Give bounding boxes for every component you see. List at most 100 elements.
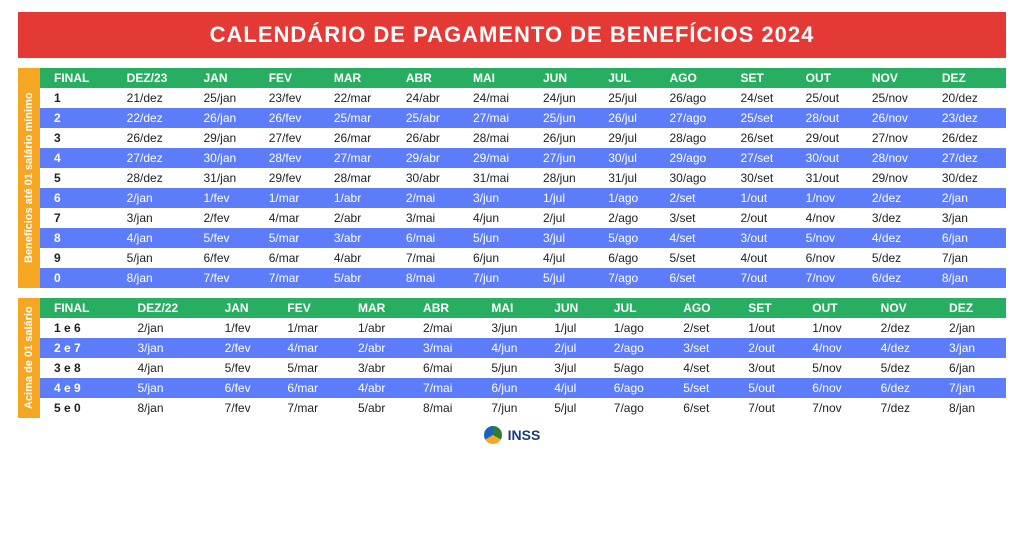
table2-cell: 6/nov <box>806 378 874 398</box>
table1-cell: 28/nov <box>866 148 936 168</box>
table1-cell: 4/nov <box>800 208 866 228</box>
table1-cell: 1 <box>40 88 121 108</box>
table2-cell: 1/out <box>742 318 806 338</box>
table2-col-9: AGO <box>677 298 742 318</box>
section-table2: Acima de 01 salário FINALDEZ/22JANFEVMAR… <box>18 298 1006 418</box>
table2-col-2: JAN <box>219 298 282 318</box>
table2-cell: 6/ago <box>608 378 677 398</box>
table1-cell: 1/ago <box>602 188 663 208</box>
table2-cell: 8/jan <box>943 398 1006 418</box>
table1-row: 121/dez25/jan23/fev22/mar24/abr24/mai24/… <box>40 88 1006 108</box>
table2-cell: 4/jul <box>548 378 608 398</box>
table2-cell: 6/dez <box>875 378 943 398</box>
table2-cell: 7/fev <box>219 398 282 418</box>
table1-cell: 5/nov <box>800 228 866 248</box>
table2-cell: 2 e 7 <box>40 338 131 358</box>
table1-cell: 3 <box>40 128 121 148</box>
table2-row: 5 e 08/jan7/fev7/mar5/abr8/mai7/jun5/jul… <box>40 398 1006 418</box>
table1-row: 08/jan7/fev7/mar5/abr8/mai7/jun5/jul7/ag… <box>40 268 1006 288</box>
table1-cell: 21/dez <box>121 88 198 108</box>
table1-cell: 8/jan <box>936 268 1006 288</box>
table1-col-1: DEZ/23 <box>121 68 198 88</box>
table2-col-4: MAR <box>352 298 417 318</box>
table2-cell: 2/dez <box>875 318 943 338</box>
footer: INSS <box>18 426 1006 444</box>
table2-cell: 5/dez <box>875 358 943 378</box>
table1-cell: 4/jun <box>467 208 537 228</box>
table2-cell: 1/nov <box>806 318 874 338</box>
table-1-header-row: FINALDEZ/23JANFEVMARABRMAIJUNJULAGOSETOU… <box>40 68 1006 88</box>
table1-cell: 3/dez <box>866 208 936 228</box>
table1-cell: 2/jul <box>537 208 602 228</box>
table1-cell: 8/jan <box>121 268 198 288</box>
table1-cell: 27/ago <box>663 108 734 128</box>
table2-cell: 6/mai <box>417 358 485 378</box>
table1-cell: 6/fev <box>198 248 263 268</box>
table1-cell: 3/jul <box>537 228 602 248</box>
table1-cell: 24/jun <box>537 88 602 108</box>
table1-cell: 6/set <box>663 268 734 288</box>
table2-cell: 3/jul <box>548 358 608 378</box>
table2-cell: 2/jul <box>548 338 608 358</box>
table1-cell: 2/out <box>734 208 799 228</box>
table1-cell: 24/mai <box>467 88 537 108</box>
table1-cell: 30/jan <box>198 148 263 168</box>
table1-col-2: JAN <box>198 68 263 88</box>
table2-cell: 2/jan <box>943 318 1006 338</box>
table1-cell: 5/jan <box>121 248 198 268</box>
table1-cell: 6/dez <box>866 268 936 288</box>
table2-cell: 6/jun <box>485 378 548 398</box>
table2-cell: 6/set <box>677 398 742 418</box>
table1-cell: 4/jan <box>121 228 198 248</box>
table1-col-3: FEV <box>263 68 328 88</box>
table2-cell: 5/jan <box>131 378 218 398</box>
footer-text: INSS <box>508 427 541 443</box>
table1-cell: 30/ago <box>663 168 734 188</box>
table1-cell: 27/mar <box>328 148 400 168</box>
table2-col-0: FINAL <box>40 298 131 318</box>
table1-cell: 23/dez <box>936 108 1006 128</box>
side-label-1: Benefícios até 01 salário mínimo <box>18 68 40 288</box>
table1-cell: 27/set <box>734 148 799 168</box>
table2-cell: 1/abr <box>352 318 417 338</box>
table1-cell: 5 <box>40 168 121 188</box>
table1-cell: 24/set <box>734 88 799 108</box>
table1-cell: 28/mar <box>328 168 400 188</box>
table1-col-12: NOV <box>866 68 936 88</box>
table1-col-11: OUT <box>800 68 866 88</box>
table1-cell: 31/mai <box>467 168 537 188</box>
table1-cell: 29/fev <box>263 168 328 188</box>
table-2-header-row: FINALDEZ/22JANFEVMARABRMAIJUNJULAGOSETOU… <box>40 298 1006 318</box>
table1-cell: 7/mai <box>400 248 467 268</box>
table1-cell: 26/ago <box>663 88 734 108</box>
table2-cell: 5/jun <box>485 358 548 378</box>
table2-col-13: DEZ <box>943 298 1006 318</box>
table1-cell: 26/dez <box>936 128 1006 148</box>
table1-cell: 26/abr <box>400 128 467 148</box>
table1-cell: 6/nov <box>800 248 866 268</box>
table1-cell: 29/jan <box>198 128 263 148</box>
table1-cell: 3/out <box>734 228 799 248</box>
table2-col-5: ABR <box>417 298 485 318</box>
table1-cell: 2 <box>40 108 121 128</box>
table2-cell: 3/out <box>742 358 806 378</box>
table1-cell: 7/nov <box>800 268 866 288</box>
table1-cell: 7/jan <box>936 248 1006 268</box>
table1-cell: 27/mai <box>467 108 537 128</box>
table2-col-3: FEV <box>281 298 352 318</box>
table1-cell: 2/fev <box>198 208 263 228</box>
table1-cell: 6 <box>40 188 121 208</box>
table1-cell: 5/ago <box>602 228 663 248</box>
table1-cell: 27/dez <box>936 148 1006 168</box>
table2-col-6: MAI <box>485 298 548 318</box>
table1-col-6: MAI <box>467 68 537 88</box>
table1-cell: 28/out <box>800 108 866 128</box>
table2-cell: 3/jan <box>943 338 1006 358</box>
table1-col-9: AGO <box>663 68 734 88</box>
table1-cell: 4/dez <box>866 228 936 248</box>
table1-cell: 22/dez <box>121 108 198 128</box>
table2-cell: 1/jul <box>548 318 608 338</box>
table1-cell: 29/abr <box>400 148 467 168</box>
table1-cell: 29/out <box>800 128 866 148</box>
table-2: FINALDEZ/22JANFEVMARABRMAIJUNJULAGOSETOU… <box>40 298 1006 418</box>
